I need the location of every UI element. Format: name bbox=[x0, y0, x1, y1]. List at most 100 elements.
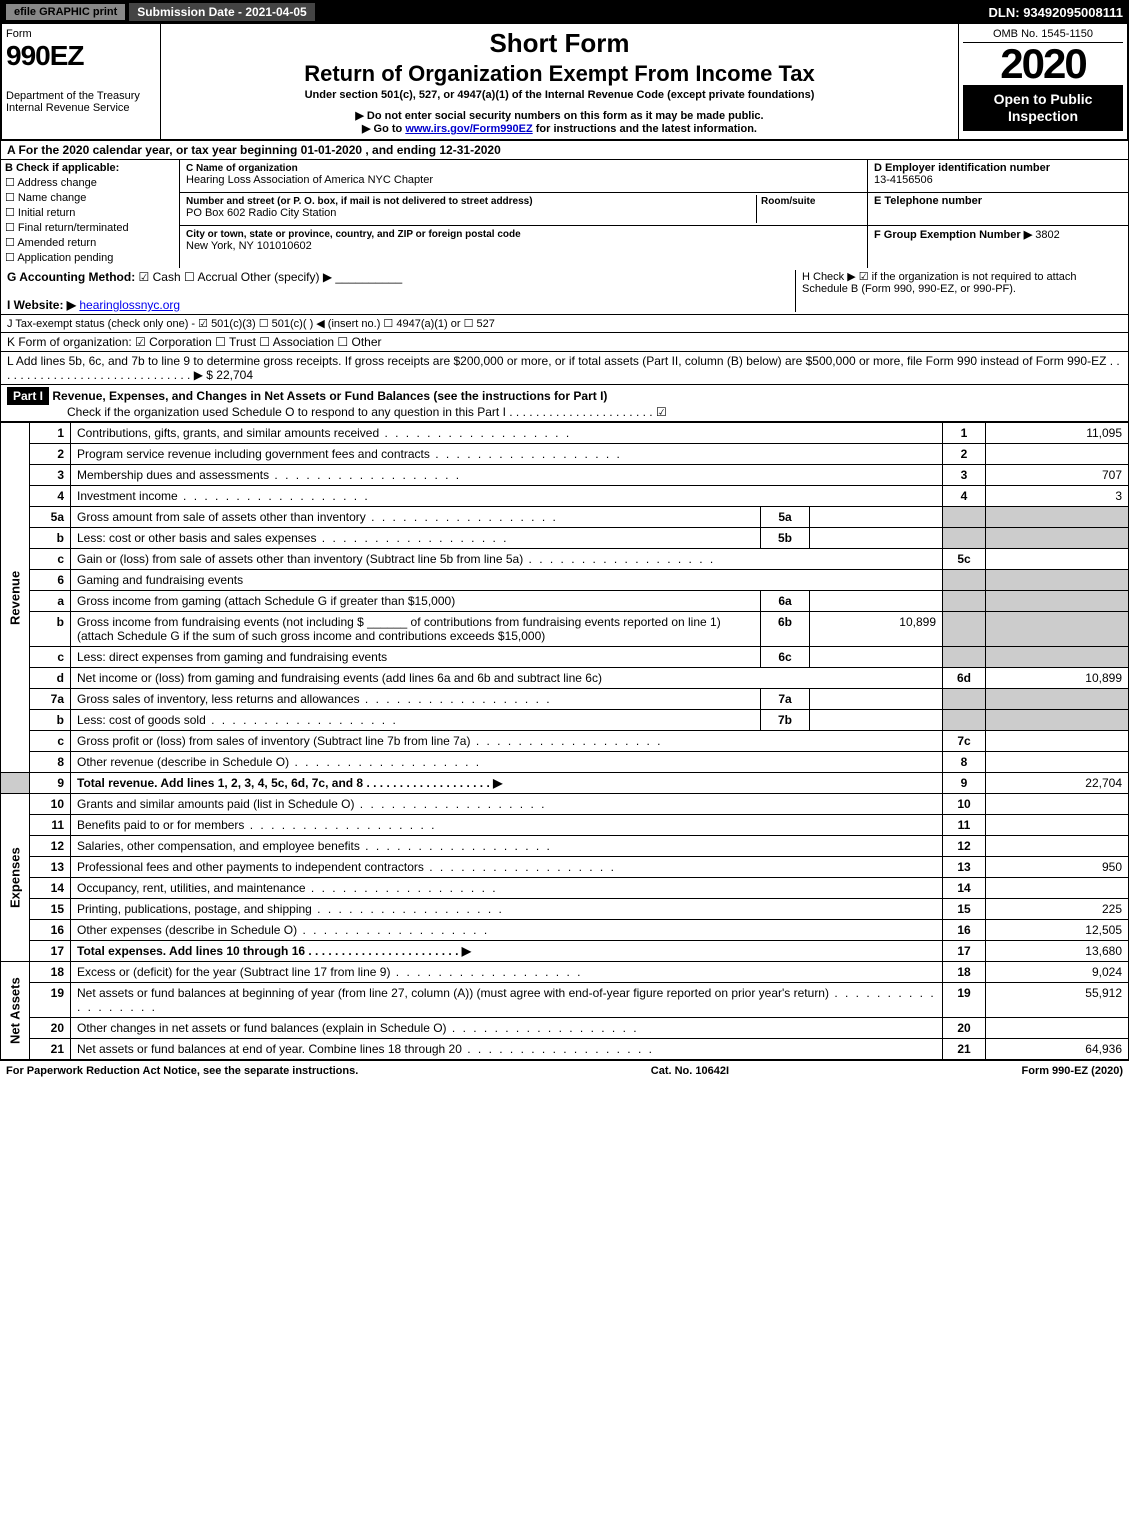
val-6a-grey bbox=[986, 591, 1129, 612]
chk-final-return[interactable]: Final return/terminated bbox=[5, 221, 175, 234]
num-19: 19 bbox=[943, 983, 986, 1018]
val-12 bbox=[986, 836, 1129, 857]
ln-7a: 7a bbox=[30, 689, 71, 710]
num-20: 20 bbox=[943, 1018, 986, 1039]
val-21: 64,936 bbox=[986, 1039, 1129, 1060]
val-7b-grey bbox=[986, 710, 1129, 731]
val-10 bbox=[986, 794, 1129, 815]
chk-amended-return[interactable]: Amended return bbox=[5, 236, 175, 249]
department-label: Department of the Treasury bbox=[6, 90, 156, 102]
ln-20: 20 bbox=[30, 1018, 71, 1039]
val-5a-grey bbox=[986, 507, 1129, 528]
title-short-form: Short Form bbox=[169, 28, 950, 59]
ln-9: 9 bbox=[30, 773, 71, 794]
desc-6d: Net income or (loss) from gaming and fun… bbox=[71, 668, 943, 689]
desc-13: Professional fees and other payments to … bbox=[77, 860, 616, 874]
num-14: 14 bbox=[943, 878, 986, 899]
chk-accrual[interactable]: Accrual bbox=[184, 270, 237, 284]
part1-title: Revenue, Expenses, and Changes in Net As… bbox=[52, 389, 607, 403]
desc-8: Other revenue (describe in Schedule O) bbox=[77, 755, 481, 769]
desc-16: Other expenses (describe in Schedule O) bbox=[77, 923, 489, 937]
chk-cash[interactable]: Cash bbox=[139, 270, 181, 284]
section-a-taxyear: A For the 2020 calendar year, or tax yea… bbox=[0, 141, 1129, 160]
phone-label: E Telephone number bbox=[874, 195, 982, 207]
ssn-warning: ▶ Do not enter social security numbers o… bbox=[169, 109, 950, 122]
desc-6b: Gross income from fundraising events (no… bbox=[71, 612, 761, 647]
org-name-label: C Name of organization bbox=[186, 163, 298, 174]
desc-6a: Gross income from gaming (attach Schedul… bbox=[71, 591, 761, 612]
sub-6b: 6b bbox=[761, 612, 810, 647]
num-6a-grey bbox=[943, 591, 986, 612]
ln-5b: b bbox=[30, 528, 71, 549]
ln-6d: d bbox=[30, 668, 71, 689]
num-11: 11 bbox=[943, 815, 986, 836]
desc-2: Program service revenue including govern… bbox=[77, 447, 622, 461]
desc-10: Grants and similar amounts paid (list in… bbox=[77, 797, 546, 811]
ein-value: 13-4156506 bbox=[874, 174, 933, 186]
section-k: K Form of organization: ☑ Corporation ☐ … bbox=[1, 333, 1128, 352]
desc-5b: Less: cost or other basis and sales expe… bbox=[77, 531, 509, 545]
desc-5a: Gross amount from sale of assets other t… bbox=[77, 510, 558, 524]
ln-21: 21 bbox=[30, 1039, 71, 1060]
num-15: 15 bbox=[943, 899, 986, 920]
val-6b-grey bbox=[986, 612, 1129, 647]
num-3: 3 bbox=[943, 465, 986, 486]
num-18: 18 bbox=[943, 962, 986, 983]
ln-14: 14 bbox=[30, 878, 71, 899]
info-grid: B Check if applicable: Address change Na… bbox=[0, 160, 1129, 268]
header-mid: Short Form Return of Organization Exempt… bbox=[161, 24, 959, 139]
desc-7c: Gross profit or (loss) from sales of inv… bbox=[77, 734, 663, 748]
chk-application-pending[interactable]: Application pending bbox=[5, 251, 175, 264]
num-21: 21 bbox=[943, 1039, 986, 1060]
section-def: D Employer identification number 13-4156… bbox=[867, 160, 1128, 268]
ln-15: 15 bbox=[30, 899, 71, 920]
num-2: 2 bbox=[943, 444, 986, 465]
section-i-label: I Website: ▶ bbox=[7, 298, 76, 312]
desc-9: Total revenue. Add lines 1, 2, 3, 4, 5c,… bbox=[71, 773, 943, 794]
form-number: 990EZ bbox=[6, 40, 156, 72]
val-7a-grey bbox=[986, 689, 1129, 710]
room-label: Room/suite bbox=[761, 196, 815, 207]
ein-label: D Employer identification number bbox=[874, 162, 1050, 174]
part1-table: Revenue 1 Contributions, gifts, grants, … bbox=[0, 422, 1129, 1060]
group-exemption-value: 3802 bbox=[1035, 229, 1059, 241]
form-label: Form bbox=[6, 28, 156, 40]
subtitle: Under section 501(c), 527, or 4947(a)(1)… bbox=[169, 89, 950, 101]
desc-18: Excess or (deficit) for the year (Subtra… bbox=[77, 965, 582, 979]
section-b: B Check if applicable: Address change Na… bbox=[1, 160, 180, 268]
desc-19: Net assets or fund balances at beginning… bbox=[77, 986, 936, 1014]
tax-year: 2020 bbox=[963, 43, 1123, 85]
chk-initial-return[interactable]: Initial return bbox=[5, 206, 175, 219]
efile-print-button[interactable]: efile GRAPHIC print bbox=[6, 4, 125, 20]
ln-7c: c bbox=[30, 731, 71, 752]
goto-post: for instructions and the latest informat… bbox=[533, 123, 757, 135]
val-14 bbox=[986, 878, 1129, 899]
section-l: L Add lines 5b, 6c, and 7b to line 9 to … bbox=[1, 352, 1128, 384]
val-15: 225 bbox=[986, 899, 1129, 920]
desc-1: Contributions, gifts, grants, and simila… bbox=[77, 426, 571, 440]
chk-address-change[interactable]: Address change bbox=[5, 176, 175, 189]
num-8: 8 bbox=[943, 752, 986, 773]
subval-6c bbox=[810, 647, 943, 668]
desc-5c: Gain or (loss) from sale of assets other… bbox=[77, 552, 715, 566]
sub-7a: 7a bbox=[761, 689, 810, 710]
num-1: 1 bbox=[943, 423, 986, 444]
val-18: 9,024 bbox=[986, 962, 1129, 983]
goto-line: ▶ Go to www.irs.gov/Form990EZ for instru… bbox=[169, 122, 950, 135]
side-spacer-9 bbox=[1, 773, 30, 794]
submission-date: Submission Date - 2021-04-05 bbox=[129, 3, 314, 21]
footer-formref: Form 990-EZ (2020) bbox=[1022, 1065, 1123, 1077]
chk-name-change[interactable]: Name change bbox=[5, 191, 175, 204]
ln-17: 17 bbox=[30, 941, 71, 962]
website-link[interactable]: hearinglossnyc.org bbox=[79, 298, 180, 312]
org-name: Hearing Loss Association of America NYC … bbox=[186, 174, 433, 186]
form-header: Form 990EZ Department of the Treasury In… bbox=[0, 24, 1129, 141]
desc-3: Membership dues and assessments bbox=[77, 468, 461, 482]
num-13: 13 bbox=[943, 857, 986, 878]
ln-6b: b bbox=[30, 612, 71, 647]
ln-5c: c bbox=[30, 549, 71, 570]
title-return: Return of Organization Exempt From Incom… bbox=[169, 61, 950, 87]
subval-6a bbox=[810, 591, 943, 612]
irs-link[interactable]: www.irs.gov/Form990EZ bbox=[405, 123, 532, 135]
val-9: 22,704 bbox=[986, 773, 1129, 794]
